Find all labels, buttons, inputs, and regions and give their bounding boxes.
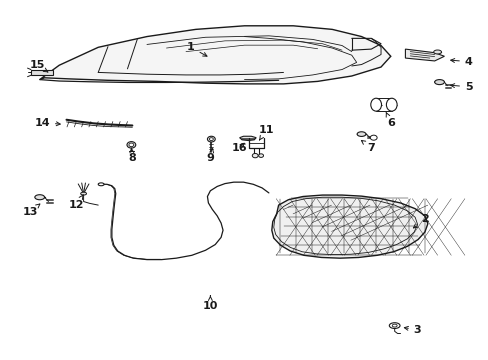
Ellipse shape [129, 143, 134, 147]
Ellipse shape [391, 324, 396, 327]
Ellipse shape [356, 132, 365, 136]
Ellipse shape [434, 80, 444, 85]
Text: 16: 16 [231, 143, 247, 153]
Text: 9: 9 [206, 148, 214, 163]
Ellipse shape [209, 138, 213, 140]
Ellipse shape [35, 195, 44, 200]
Text: 3: 3 [404, 325, 421, 335]
Text: 5: 5 [450, 82, 471, 92]
Ellipse shape [433, 50, 441, 54]
Text: 4: 4 [450, 57, 472, 67]
Text: 14: 14 [34, 118, 60, 128]
Text: 8: 8 [128, 148, 136, 163]
Text: 6: 6 [386, 112, 394, 128]
Text: 11: 11 [258, 125, 274, 140]
Ellipse shape [369, 135, 376, 140]
Polygon shape [405, 49, 444, 61]
Ellipse shape [370, 98, 381, 111]
Ellipse shape [81, 192, 86, 195]
Text: 13: 13 [22, 204, 40, 217]
Ellipse shape [98, 183, 104, 186]
Ellipse shape [127, 141, 136, 148]
Polygon shape [40, 26, 390, 84]
Text: 1: 1 [186, 42, 206, 56]
Polygon shape [271, 195, 427, 258]
Text: 7: 7 [361, 140, 374, 153]
Polygon shape [239, 136, 256, 140]
Ellipse shape [388, 323, 399, 328]
Ellipse shape [252, 153, 258, 158]
Text: 12: 12 [68, 195, 84, 210]
Text: 10: 10 [202, 296, 218, 311]
Text: 2: 2 [412, 215, 428, 228]
Text: 15: 15 [29, 60, 48, 72]
Ellipse shape [207, 136, 215, 142]
Ellipse shape [386, 98, 396, 111]
Polygon shape [31, 69, 53, 75]
Ellipse shape [258, 154, 263, 157]
